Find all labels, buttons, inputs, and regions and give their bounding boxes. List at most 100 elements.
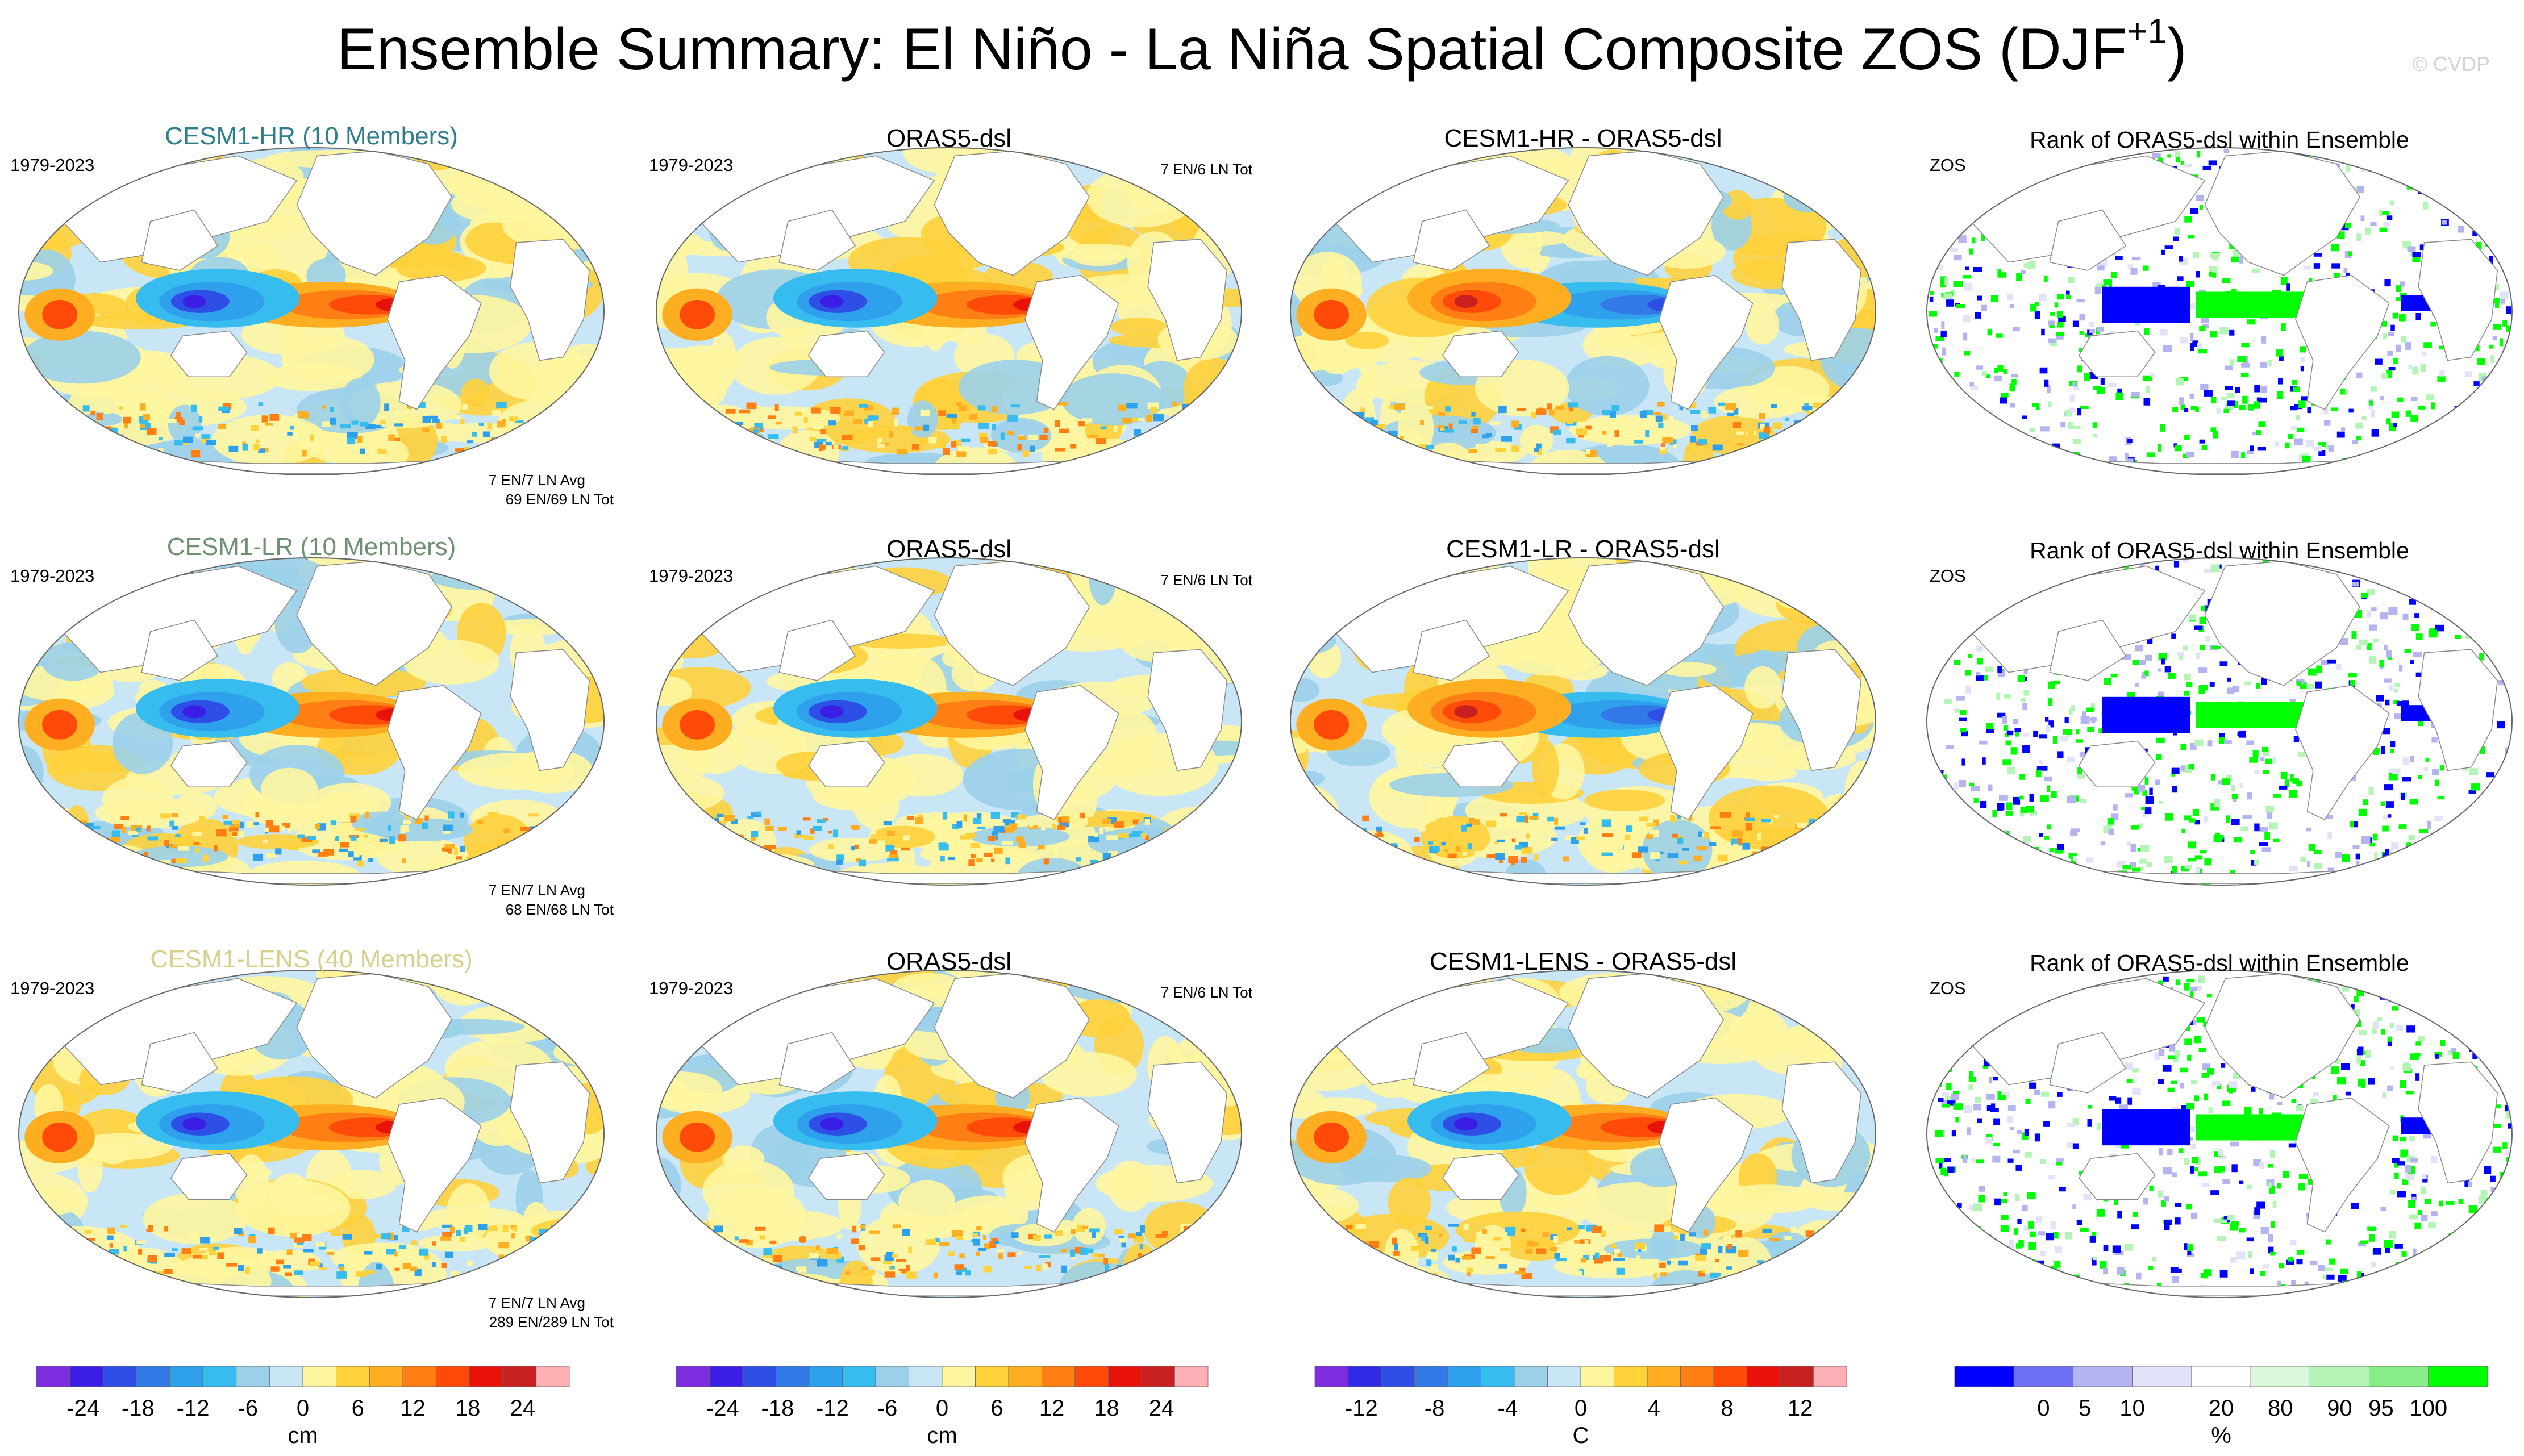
map-panel-r2-c1: [19, 558, 604, 885]
copyright-label: © CVDP: [2412, 52, 2490, 76]
continent-australia: [1442, 330, 1519, 377]
continent-australia: [1442, 740, 1519, 787]
continent-asiaEast: [778, 1032, 856, 1094]
continent-northAmerica: [2204, 561, 2361, 686]
colorbar-2-tick: 6: [990, 1396, 1003, 1421]
continent-australia: [170, 740, 248, 787]
colorbar-2-swatch: [1042, 1366, 1076, 1387]
colorbar-3-swatch: [1713, 1366, 1747, 1387]
diff-title: CESM1-LR - ORAS5-dsl: [1446, 535, 1720, 563]
continent-southAmerica: [387, 685, 482, 820]
map-outline: [18, 970, 605, 1298]
colorbar-1-swatch: [535, 1366, 570, 1387]
continent-northAmerica: [934, 973, 1090, 1099]
continent-asiaEast: [1413, 619, 1490, 681]
colorbar-4-swatch: [2132, 1366, 2192, 1387]
continent-africa: [1147, 1061, 1228, 1184]
colorbar-1-swatch: [336, 1366, 370, 1387]
map-panel-r3-c2: [656, 970, 1242, 1298]
colorbar-2-swatch: [809, 1366, 843, 1387]
colorbar-1-swatch: [102, 1366, 137, 1387]
colorbar-1-tick: -18: [121, 1396, 155, 1421]
colorbar-2-swatch: [1141, 1366, 1175, 1387]
continent-asiaEast: [778, 209, 856, 271]
colorbar-4-swatch: [2250, 1366, 2310, 1387]
colorbar-3-swatch: [1747, 1366, 1781, 1387]
colorbar-3-swatch: [1680, 1366, 1714, 1387]
continent-australia: [807, 740, 885, 787]
map-outline: [1926, 970, 2513, 1298]
colorbar-4-tick: 80: [2267, 1396, 2293, 1421]
rank-var-label: ZOS: [1930, 155, 1966, 175]
map-outline: [18, 147, 605, 475]
map-outline: [18, 557, 605, 886]
colorbar-3-swatch: [1414, 1366, 1448, 1387]
colorbar-1-tick: 0: [296, 1396, 310, 1421]
obs-title: ORAS5-dsl: [886, 535, 1012, 563]
obs-title: ORAS5-dsl: [886, 124, 1012, 152]
colorbar-2-swatch: [776, 1366, 810, 1387]
rank-title: Rank of ORAS5-dsl within Ensemble: [2030, 537, 2409, 564]
colorbar-3-swatch: [1314, 1366, 1348, 1387]
colorbar-2-swatch: [676, 1366, 710, 1387]
colorbar-1-tick: 6: [351, 1396, 364, 1421]
colorbar-1-swatch: [169, 1366, 203, 1387]
period-label: 1979-2023: [10, 978, 95, 998]
colorbar-3-swatch: [1780, 1366, 1814, 1387]
continent-australia: [2078, 740, 2156, 787]
continent-northAmerica: [1568, 973, 1725, 1099]
rank-var-label: ZOS: [1930, 978, 1966, 998]
map-outline: [1290, 557, 1876, 886]
rank-title: Rank of ORAS5-dsl within Ensemble: [2030, 127, 2409, 153]
colorbar-4-tick: 100: [2409, 1396, 2448, 1421]
continent-southAmerica: [387, 274, 482, 410]
colorbar-1-swatch: [136, 1366, 170, 1387]
colorbar-1-swatch: [502, 1366, 536, 1387]
obs-title: ORAS5-dsl: [886, 948, 1012, 975]
colorbar-2-swatch: [1008, 1366, 1042, 1387]
colorbar-3-swatch: [1381, 1366, 1415, 1387]
ensemble-count-avg: 7 EN/7 LN Avg: [488, 882, 585, 899]
map-outline: [656, 970, 1242, 1298]
colorbar-3-tick: 12: [1787, 1396, 1813, 1421]
continent-asiaEast: [141, 619, 219, 681]
continent-africa: [2418, 1061, 2498, 1184]
colorbar-1-tick: -24: [66, 1396, 99, 1421]
continent-northAmerica: [2204, 151, 2361, 276]
map-outline: [1290, 970, 1876, 1298]
continent-australia: [807, 330, 885, 377]
period-label: 1979-2023: [10, 566, 95, 586]
period-label: 1979-2023: [649, 566, 734, 586]
continent-asiaEast: [2049, 1032, 2127, 1094]
continent-asiaEast: [1413, 1032, 1490, 1094]
ensemble-count-tot: 69 EN/69 LN Tot: [505, 491, 614, 508]
period-label: 1979-2023: [10, 155, 95, 175]
colorbar-2-swatch: [1108, 1366, 1142, 1387]
colorbar-3-tick: -12: [1344, 1396, 1378, 1421]
colorbar-2-swatch: [875, 1366, 909, 1387]
colorbar-4-swatch: [2073, 1366, 2133, 1387]
colorbar-2-tick: 18: [1094, 1396, 1119, 1421]
colorbar-1-tick: 18: [455, 1396, 481, 1421]
colorbar-2-swatch: [975, 1366, 1009, 1387]
continent-australia: [2078, 330, 2156, 377]
colorbar-4-swatch: [2428, 1366, 2488, 1387]
continent-southAmerica: [1024, 274, 1119, 410]
colorbar-1-swatch: [369, 1366, 403, 1387]
colorbar-4-tick: 0: [2037, 1396, 2050, 1421]
continent-australia: [807, 1153, 885, 1200]
colorbar-3-swatch: [1447, 1366, 1481, 1387]
colorbar-3-swatch: [1580, 1366, 1614, 1387]
colorbar-1-tick: -12: [176, 1396, 210, 1421]
map-outline: [1926, 147, 2513, 475]
continent-northAmerica: [1568, 151, 1725, 276]
colorbar-2-tick: -6: [877, 1396, 898, 1421]
colorbar-2-swatch: [942, 1366, 976, 1387]
colorbar-1-swatch: [436, 1366, 470, 1387]
rank-title: Rank of ORAS5-dsl within Ensemble: [2030, 950, 2409, 976]
colorbar-3-swatch: [1813, 1366, 1847, 1387]
continent-africa: [510, 1061, 590, 1184]
colorbar-3-swatch: [1514, 1366, 1548, 1387]
colorbar-2-tick: 12: [1039, 1396, 1065, 1421]
